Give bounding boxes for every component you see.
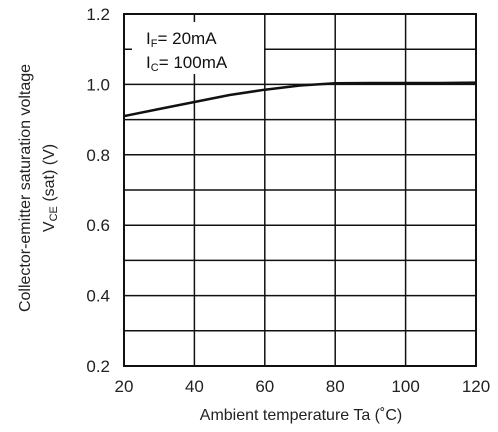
series-layer [123,81,477,118]
y-tick-label: 0.4 [86,287,110,306]
x-tick-labels: 20 40 60 80 100 120 [115,377,491,396]
x-tick-label: 20 [115,377,134,396]
grid [124,14,476,366]
y-tick-label: 0.6 [86,216,110,235]
y-tick-label: 0.8 [86,146,110,165]
x-tick-label: 120 [462,377,490,396]
plot-frame [123,13,477,367]
condition-if: IF= 20mA [146,29,217,50]
y-tick-label: 0.2 [86,357,110,376]
y-tick-labels: 0.2 0.4 0.6 0.8 1.0 1.2 [86,5,110,376]
y-tick-label: 1.2 [86,5,110,24]
conditions-box [132,22,264,74]
y-axis-title-line1: Collector-emitter saturation voltage [17,64,34,312]
x-tick-label: 100 [391,377,419,396]
x-axis-title: Ambient temperature Ta (˚C) [200,407,402,424]
x-tick-label: 80 [326,377,345,396]
condition-ic: IC= 100mA [146,53,228,74]
series-line [123,81,477,118]
y-tick-label: 1.0 [86,75,110,94]
y-axis-title-line2: VCE (sat) (V) [41,144,60,232]
x-tick-label: 60 [255,377,274,396]
x-tick-label: 40 [185,377,204,396]
